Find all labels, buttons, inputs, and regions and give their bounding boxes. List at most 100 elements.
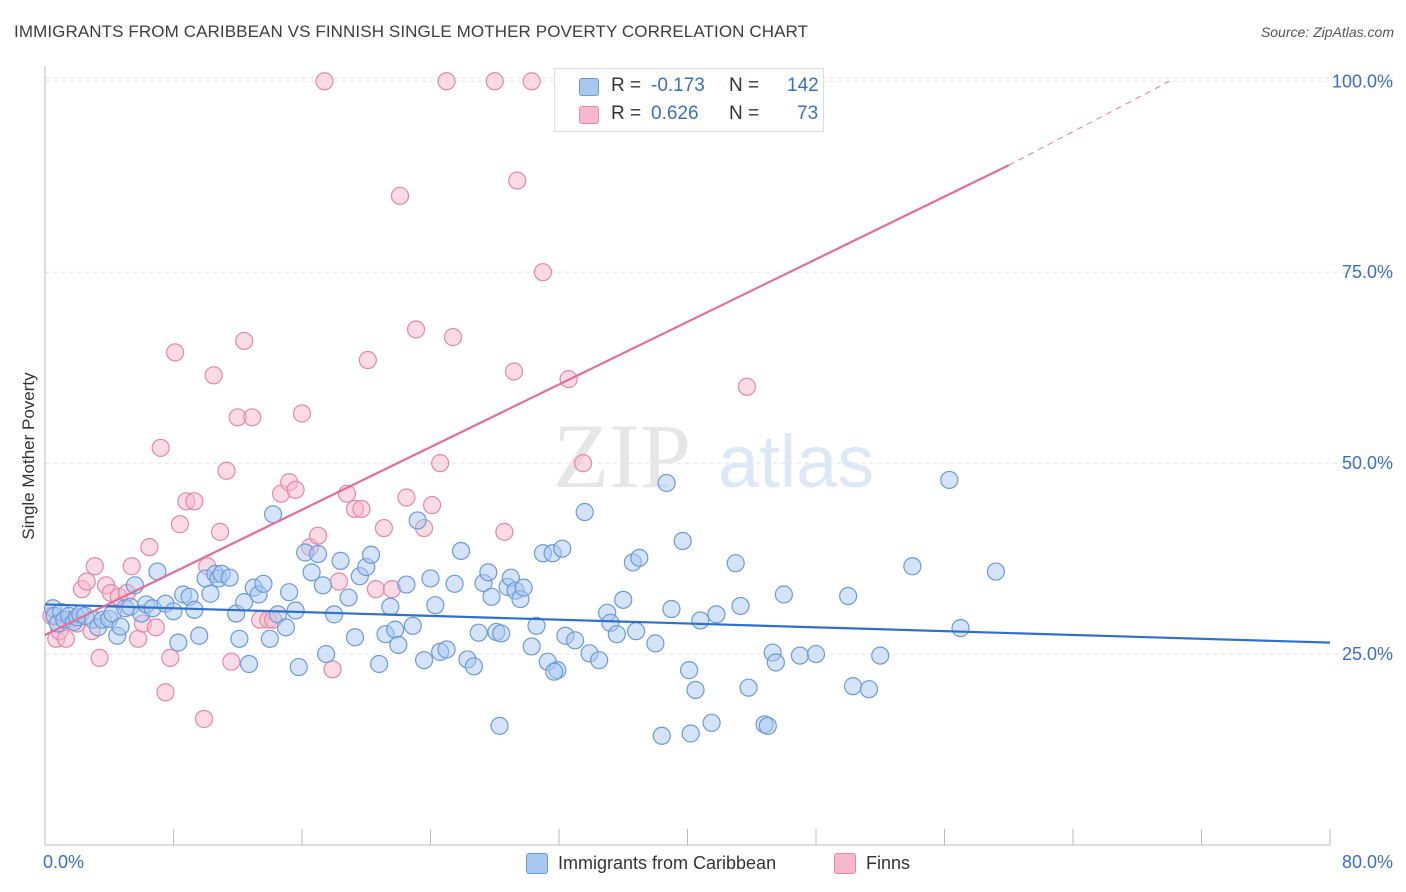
watermark-zip: ZIP (553, 405, 691, 507)
finns-point (366, 580, 385, 599)
finns-point (235, 331, 254, 351)
stats-legend: R = -0.173 N = 142 R = 0.626 N = 73 (554, 68, 824, 132)
trend-lines (44, 80, 1331, 644)
finns-point (423, 496, 442, 515)
caribbean-point (268, 605, 288, 624)
finns-point (161, 648, 180, 667)
finns-point (204, 366, 223, 385)
finns-point (533, 263, 553, 282)
caribbean-point (479, 563, 498, 582)
caribbean-point (280, 583, 299, 602)
finns-point (243, 408, 262, 427)
trend-line-finns-extension (1008, 80, 1170, 166)
y-tick-label: 75.0% (1342, 262, 1393, 282)
caribbean-point (230, 629, 249, 648)
caribbean-point (565, 631, 585, 650)
finns-point (329, 572, 349, 591)
trend-line-caribbean (44, 603, 1331, 644)
caribbean-point (646, 634, 665, 653)
caribbean-point (986, 562, 1006, 581)
finns-point (437, 72, 456, 91)
caribbean-point (758, 716, 777, 735)
caribbean-point (903, 557, 922, 576)
legend-label-caribbean: Immigrants from Caribbean (558, 853, 777, 873)
legend-label-finns: Finns (866, 853, 911, 873)
caribbean-point (389, 635, 408, 655)
finns-point (210, 522, 230, 541)
finns-point (140, 538, 159, 557)
finns-point (485, 72, 504, 91)
caribbean-point (339, 588, 358, 607)
caribbean-swatch (579, 78, 599, 96)
finns-point (315, 72, 334, 91)
caribbean-point (691, 611, 710, 630)
caribbean-point (657, 473, 676, 493)
finns-point (573, 454, 593, 473)
axes (44, 66, 1331, 846)
caribbean-point (527, 616, 546, 635)
finns-point (90, 648, 109, 667)
caribbean-point (386, 620, 405, 639)
finns-swatch (579, 106, 599, 124)
finns-legend-swatch (834, 853, 856, 874)
caribbean-point (316, 644, 336, 664)
finns-point (737, 377, 757, 396)
y-axis-label: Single Mother Poverty (19, 372, 38, 540)
finns-point (522, 72, 541, 91)
caribbean-point (951, 619, 970, 638)
caribbean-point (308, 544, 328, 564)
finns-point (352, 499, 371, 519)
caribbean-point (839, 586, 858, 606)
caribbean-point (276, 618, 296, 637)
caribbean-point (260, 629, 279, 648)
caribbean-point (490, 716, 509, 735)
caribbean-point (190, 626, 209, 645)
caribbean-point (774, 585, 793, 604)
r-label: R = (611, 75, 642, 96)
watermark-atlas: atlas (718, 420, 874, 503)
finns-point (323, 660, 342, 679)
y-tick-label: 50.0% (1342, 453, 1393, 473)
caribbean-point (361, 545, 381, 564)
finns-point (185, 492, 204, 511)
series-caribbean-points (43, 470, 1006, 745)
caribbean-legend-swatch (526, 853, 548, 874)
caribbean-point (553, 539, 572, 558)
caribbean-point (469, 623, 488, 642)
caribbean-point (614, 590, 633, 609)
finns-point (508, 171, 527, 190)
caribbean-point (289, 657, 308, 677)
r-label: R = (611, 103, 642, 124)
finns-point (308, 526, 328, 545)
chart-title: IMMIGRANTS FROM CARIBBEAN VS FINNISH SIN… (14, 22, 809, 41)
caribbean-point (575, 502, 594, 522)
finns-point (85, 557, 104, 576)
finns-point (431, 454, 450, 473)
n-label: N = (729, 103, 760, 124)
caribbean-point (522, 637, 541, 656)
n-value: 142 (787, 75, 819, 96)
finns-point (129, 629, 148, 648)
caribbean-point (201, 584, 220, 603)
caribbean-point (739, 678, 758, 697)
finns-point (390, 186, 410, 205)
caribbean-point (381, 597, 400, 616)
series-finns-points (42, 72, 757, 729)
n-value: 73 (797, 103, 819, 124)
caribbean-point (302, 563, 321, 582)
caribbean-point (607, 625, 626, 644)
finns-point (286, 480, 305, 499)
caribbean-point (707, 605, 726, 624)
x-tick-label-min: 0.0% (43, 852, 84, 872)
caribbean-point (806, 644, 826, 664)
caribbean-point (164, 602, 183, 621)
caribbean-point (408, 511, 427, 530)
caribbean-point (169, 633, 188, 652)
caribbean-point (325, 605, 344, 624)
finns-point (217, 461, 236, 480)
caribbean-point (286, 601, 305, 620)
caribbean-point (652, 726, 671, 745)
caribbean-point (702, 713, 721, 732)
caribbean-point (220, 568, 239, 587)
caribbean-point (397, 575, 416, 594)
